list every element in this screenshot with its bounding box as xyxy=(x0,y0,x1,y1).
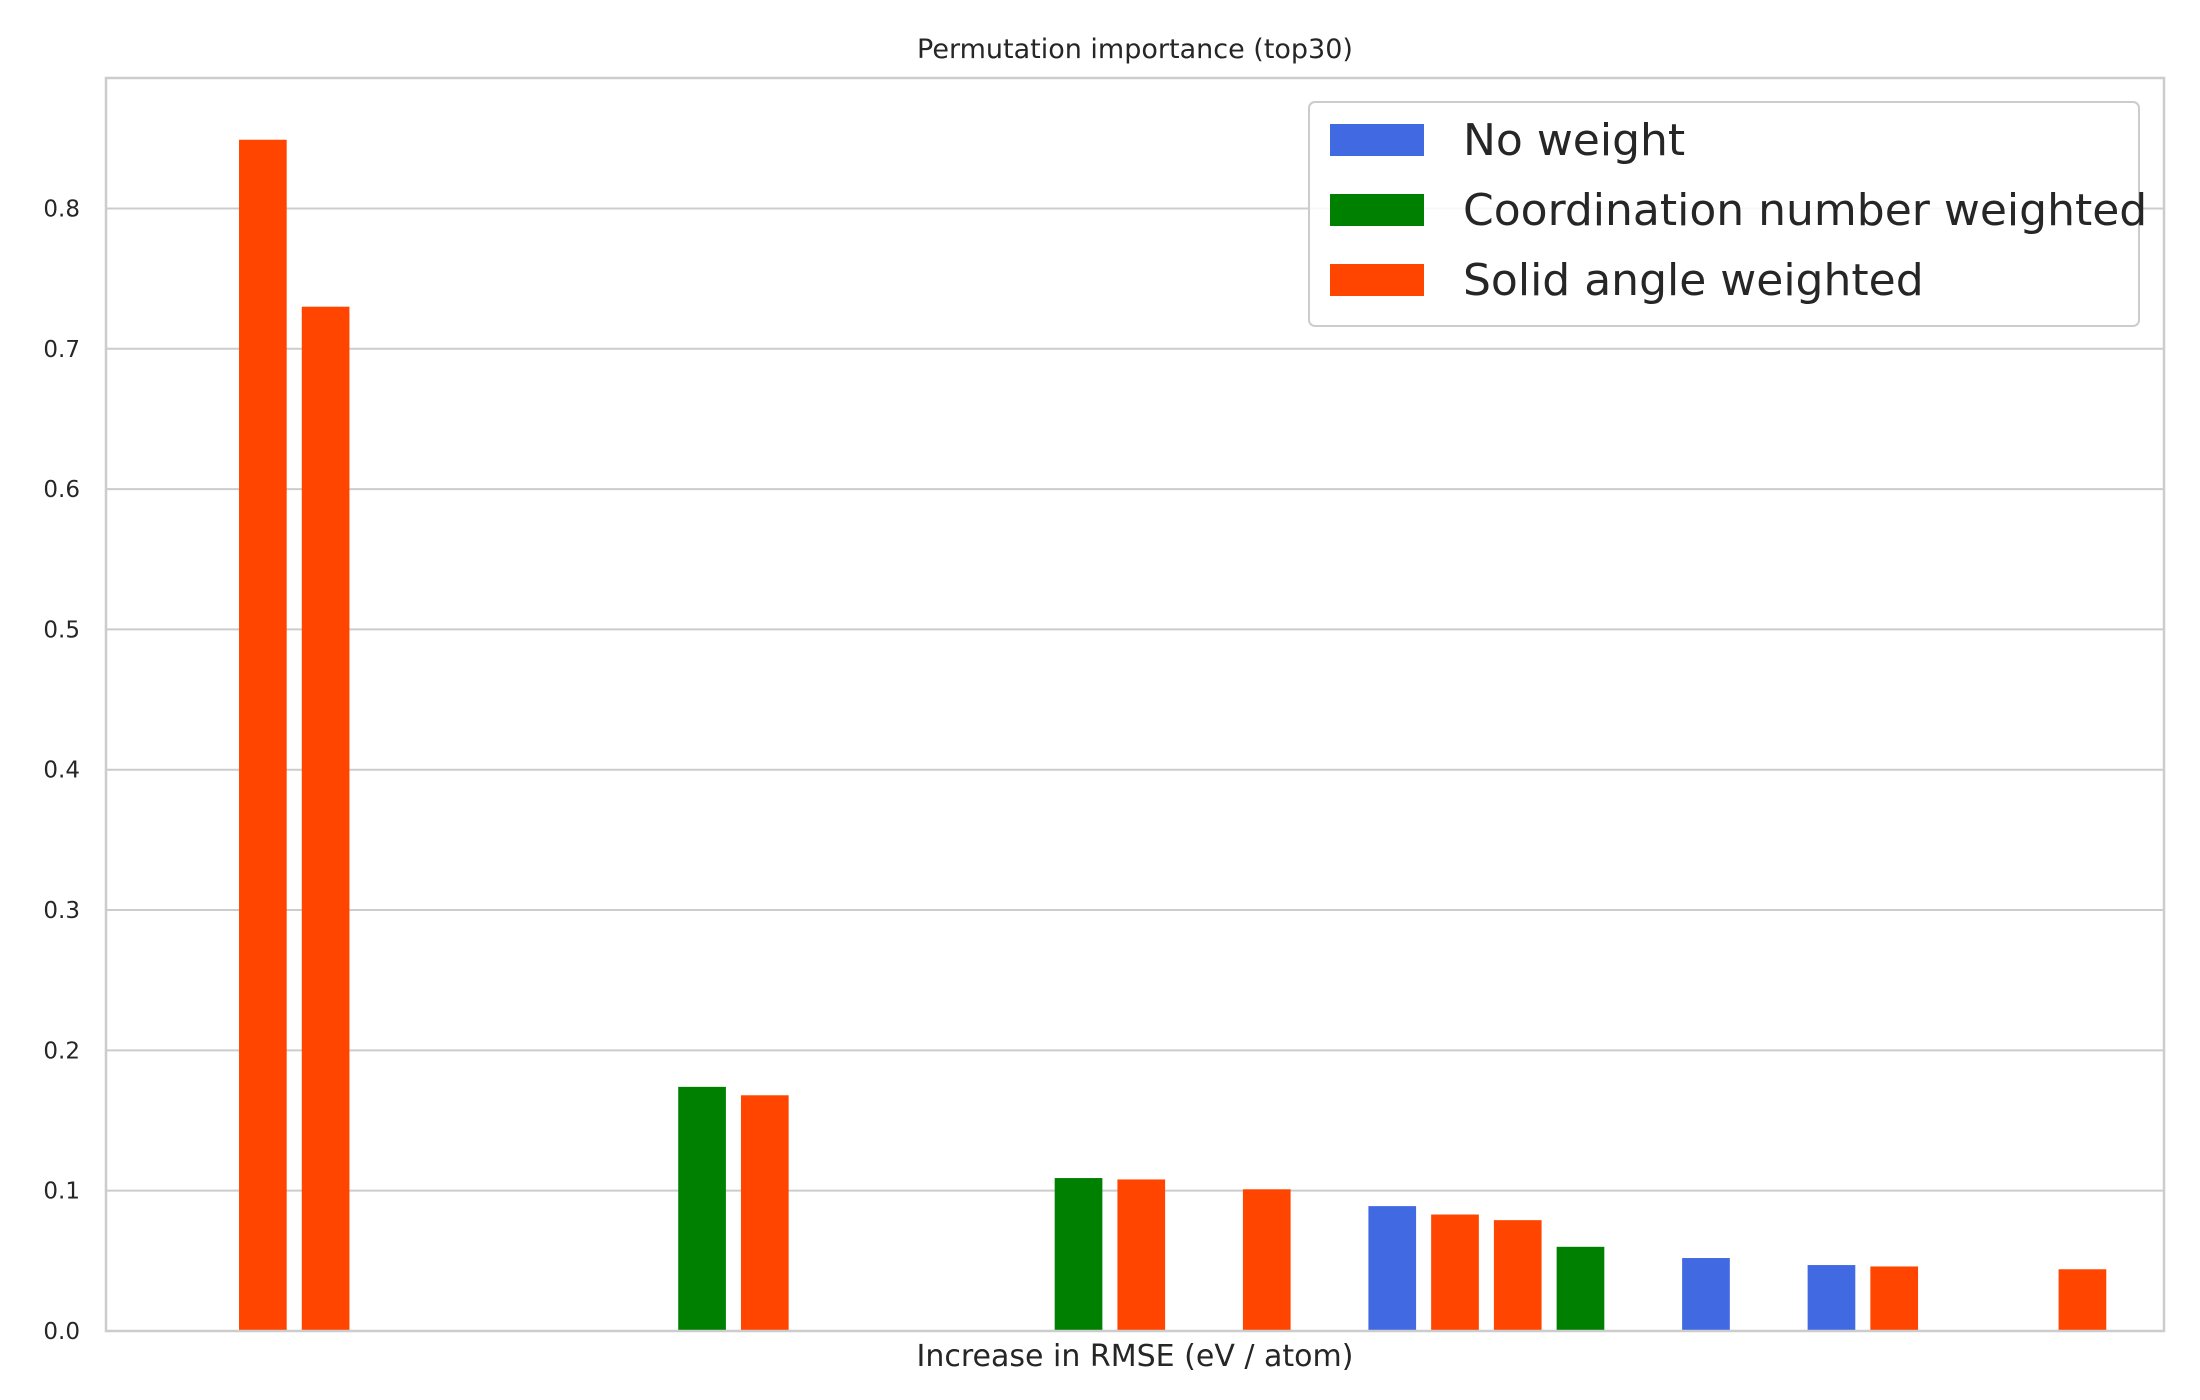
legend: No weight Coordination number weighted Sol… xyxy=(1308,101,2147,327)
y-tick-label: 0.2 xyxy=(43,1038,80,1064)
bar xyxy=(1556,1246,1605,1331)
legend-label: Solid angle weighted xyxy=(1463,255,1924,306)
y-tick-label: 0.3 xyxy=(43,898,80,924)
bar xyxy=(1431,1214,1479,1331)
legend-box xyxy=(1308,101,2140,327)
bar xyxy=(1054,1178,1103,1331)
legend-swatch xyxy=(1330,124,1424,156)
bars xyxy=(239,139,2107,1332)
bar xyxy=(678,1086,726,1331)
y-tick-label: 0.8 xyxy=(43,196,80,222)
bar xyxy=(740,1095,789,1331)
bar xyxy=(2058,1269,2107,1331)
legend-swatch xyxy=(1330,264,1424,296)
x-axis-label: Increase in RMSE (eV / atom) xyxy=(917,1339,1354,1374)
y-tick-label: 0.7 xyxy=(43,337,80,363)
bar xyxy=(239,139,287,1332)
bar xyxy=(1242,1189,1291,1331)
legend-label: No weight xyxy=(1463,115,1685,166)
bar xyxy=(301,306,350,1332)
y-tick-labels: 0.0 0.1 0.2 0.3 0.4 0.5 0.6 0.7 0.8 xyxy=(43,196,80,1345)
y-tick-label: 0.1 xyxy=(43,1179,80,1205)
plot-frame xyxy=(104,76,2166,1333)
bar xyxy=(1682,1258,1730,1331)
legend-label: Coordination number weighted xyxy=(1463,185,2147,236)
y-tick-label: 0.6 xyxy=(43,477,80,503)
bar xyxy=(1870,1266,1919,1331)
bar xyxy=(1493,1220,1542,1331)
bar xyxy=(1807,1265,1856,1331)
bar xyxy=(1117,1179,1166,1331)
y-tick-label: 0.5 xyxy=(43,617,80,643)
bar xyxy=(1368,1206,1417,1331)
y-tick-label: 0.4 xyxy=(43,758,80,784)
legend-swatch xyxy=(1330,194,1424,226)
chart-title: Permutation importance (top30) xyxy=(917,34,1353,65)
y-tick-label: 0.0 xyxy=(43,1319,80,1345)
